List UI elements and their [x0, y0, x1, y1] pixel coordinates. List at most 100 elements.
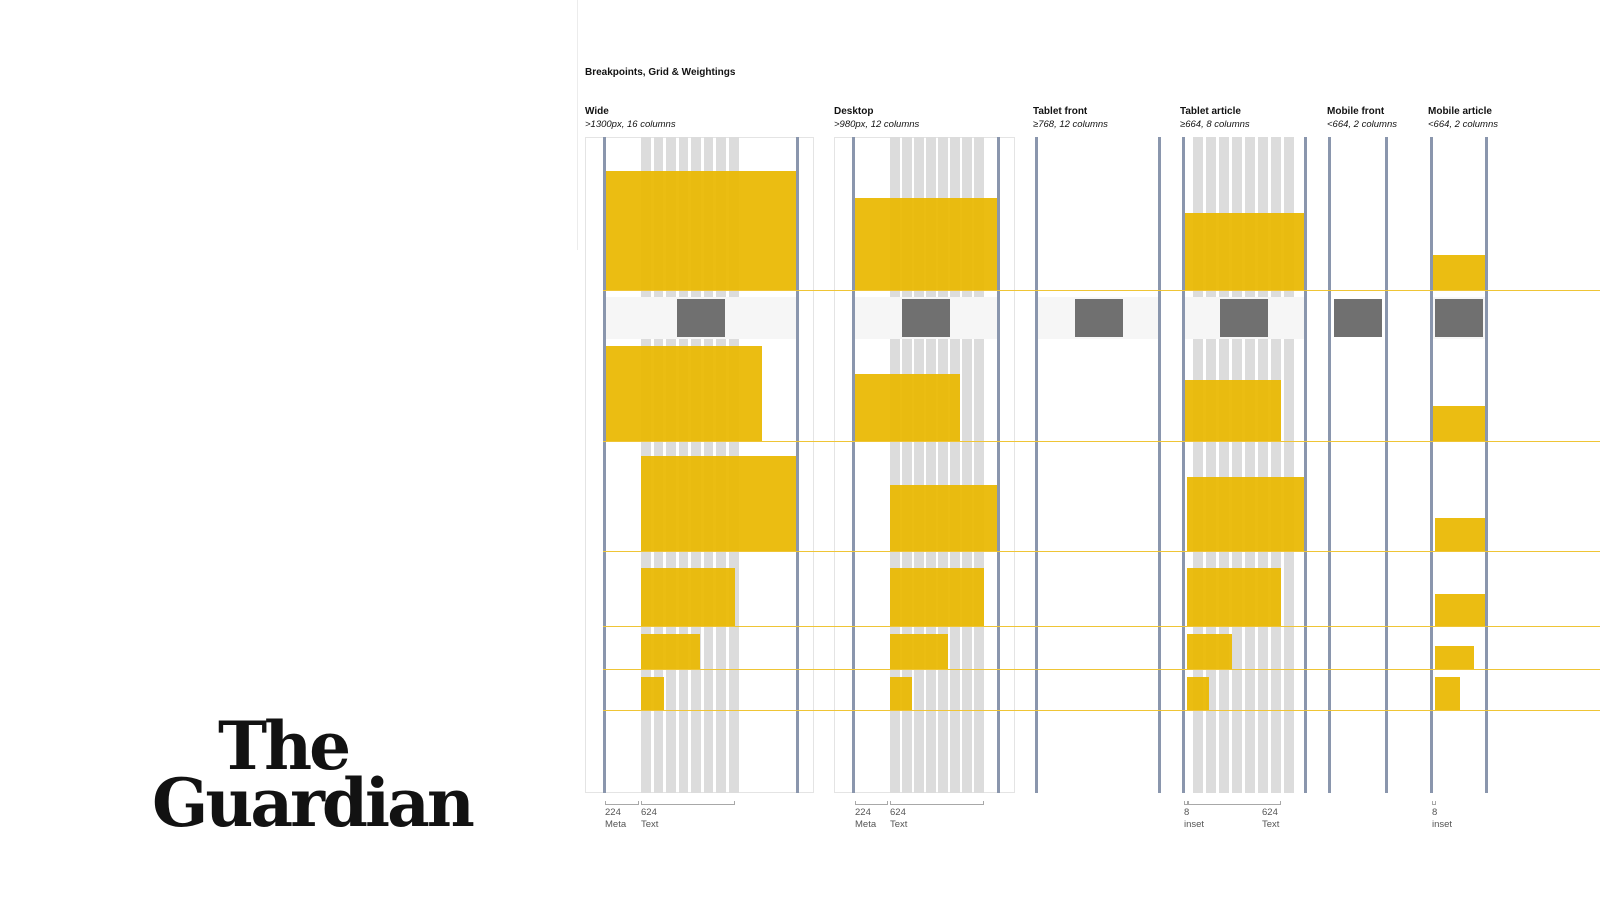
desktop-grid-column	[974, 137, 984, 793]
tablet-article-grid-column	[1219, 137, 1229, 793]
guide-line	[603, 626, 1600, 627]
tablet-front-ad-slot	[1075, 299, 1123, 337]
wide-title: Wide	[585, 106, 609, 117]
tablet-article-text-ruler	[1188, 801, 1281, 805]
desktop-left-edge	[852, 137, 855, 793]
wide-weighting-block	[641, 456, 798, 551]
left-panel	[0, 0, 578, 900]
mobile-article-weighting-block	[1435, 646, 1474, 669]
desktop-grid-column	[902, 137, 912, 793]
mobile-article-weighting-block	[1435, 677, 1460, 710]
wide-weighting-block	[641, 568, 735, 626]
desktop-weighting-block	[890, 634, 948, 669]
desktop-text-label: Text	[890, 819, 908, 830]
desktop-text-value: 624	[890, 807, 906, 818]
desktop-weighting-block	[852, 198, 999, 290]
mobile-article-weighting-block	[1435, 518, 1486, 551]
wide-ad-slot	[677, 299, 725, 337]
tablet-article-grid-column	[1284, 137, 1294, 793]
tablet-article-weighting-block	[1182, 213, 1306, 290]
wide-meta-label: Meta	[605, 819, 627, 830]
guide-line	[603, 441, 1600, 442]
panel-divider	[577, 0, 578, 250]
tablet-article-text-value: 624	[1262, 807, 1278, 818]
tablet-article-weighting-block	[1187, 568, 1281, 626]
desktop-meta-ruler	[855, 801, 888, 805]
mobile-article-weighting-block	[1435, 594, 1486, 626]
desktop-weighting-block	[890, 485, 999, 551]
desktop-frame	[834, 137, 1015, 793]
logo-line-1: The	[218, 707, 351, 785]
tablet-article-grid-column	[1258, 137, 1268, 793]
mobile-article-left-edge	[1430, 137, 1433, 793]
tablet-article-ad-slot	[1220, 299, 1268, 337]
desktop-grid-column	[890, 137, 900, 793]
desktop-grid-column	[950, 137, 960, 793]
mobile-article-inset-label: inset	[1432, 819, 1453, 830]
desktop-title: Desktop	[834, 106, 874, 117]
guide-line	[603, 710, 1600, 711]
mobile-front-left-edge	[1328, 137, 1331, 793]
guardian-logo: The Guardian	[152, 707, 482, 842]
desktop-grid-column	[914, 137, 924, 793]
tablet-article-weighting-block	[1187, 477, 1306, 551]
diagram-title: Breakpoints, Grid & Weightings	[585, 67, 736, 78]
wide-weighting-block	[603, 346, 762, 441]
desktop-grid-column	[938, 137, 948, 793]
tablet-article-inset-ruler	[1184, 801, 1188, 805]
mobile-article-inset-ruler	[1432, 801, 1436, 805]
tablet-front-left-edge	[1035, 137, 1038, 793]
guide-line	[603, 290, 1600, 291]
desktop-weighting-block	[852, 374, 960, 441]
mobile-article-inset-value: 8	[1432, 807, 1438, 818]
mobile-article-subtitle: <664, 2 columns	[1428, 119, 1498, 130]
tablet-article-grid-column	[1206, 137, 1216, 793]
tablet-article-weighting-block	[1187, 677, 1209, 710]
mobile-front-right-edge	[1385, 137, 1388, 793]
wide-right-edge	[796, 137, 799, 793]
desktop-ad-slot	[902, 299, 950, 337]
desktop-meta-value: 224	[855, 807, 871, 818]
wide-subtitle: >1300px, 16 columns	[585, 119, 676, 130]
wide-meta-ruler	[605, 801, 639, 805]
tablet-article-grid-column	[1193, 137, 1203, 793]
desktop-right-edge	[997, 137, 1000, 793]
tablet-article-inset-label: inset	[1184, 819, 1205, 830]
mobile-front-ad-slot	[1334, 299, 1382, 337]
mobile-article-right-edge	[1485, 137, 1488, 793]
wide-weighting-block	[641, 677, 664, 710]
desktop-meta-label: Meta	[855, 819, 877, 830]
tablet-article-weighting-block	[1182, 380, 1281, 441]
tablet-article-subtitle: ≥664, 8 columns	[1180, 119, 1250, 130]
mobile-article-weighting-block	[1430, 255, 1487, 290]
wide-left-edge	[603, 137, 606, 793]
tablet-article-grid-column	[1245, 137, 1255, 793]
desktop-weighting-block	[890, 677, 912, 710]
mobile-article-title: Mobile article	[1428, 106, 1492, 117]
wide-weighting-block	[603, 171, 798, 290]
desktop-grid-column	[926, 137, 936, 793]
tablet-article-inset-value: 8	[1184, 807, 1190, 818]
wide-weighting-block	[641, 634, 700, 669]
tablet-article-weighting-block	[1187, 634, 1232, 669]
desktop-text-ruler	[890, 801, 984, 805]
mobile-front-subtitle: <664, 2 columns	[1327, 119, 1397, 130]
guide-line	[603, 551, 1600, 552]
mobile-front-title: Mobile front	[1327, 106, 1385, 117]
desktop-subtitle: >980px, 12 columns	[834, 119, 920, 130]
tablet-article-text-label: Text	[1262, 819, 1280, 830]
desktop-grid-column	[962, 137, 972, 793]
wide-text-label: Text	[641, 819, 659, 830]
tablet-article-grid-column	[1232, 137, 1242, 793]
tablet-front-title: Tablet front	[1033, 106, 1088, 117]
logo-line-2: Guardian	[152, 763, 475, 842]
desktop-weighting-block	[890, 568, 984, 626]
tablet-front-subtitle: ≥768, 12 columns	[1033, 119, 1108, 130]
tablet-article-title: Tablet article	[1180, 106, 1241, 117]
guide-line	[603, 669, 1600, 670]
wide-meta-value: 224	[605, 807, 621, 818]
tablet-article-right-edge	[1304, 137, 1307, 793]
tablet-article-grid-column	[1271, 137, 1281, 793]
wide-text-value: 624	[641, 807, 657, 818]
tablet-article-left-edge	[1182, 137, 1185, 793]
